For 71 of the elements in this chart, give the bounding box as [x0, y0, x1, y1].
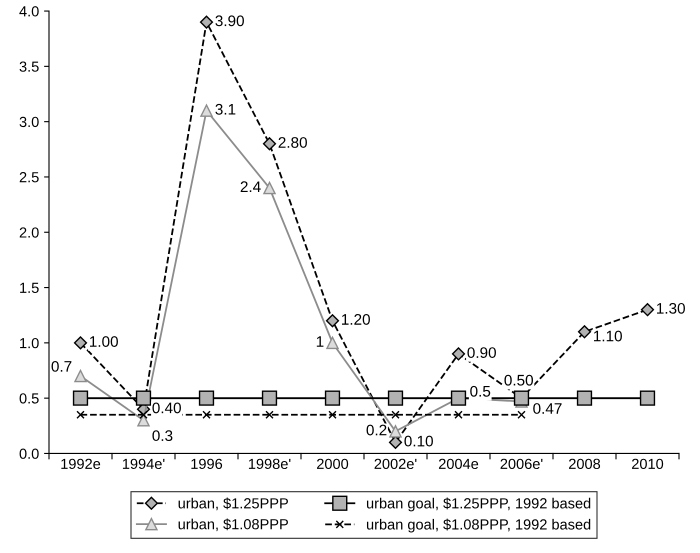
point	[576, 390, 592, 406]
point	[139, 410, 148, 419]
point	[326, 336, 339, 350]
x-tick-label: 1996	[191, 458, 222, 470]
data-label: 0.5	[470, 386, 490, 397]
point	[72, 390, 88, 406]
data-label: 1.20	[342, 314, 370, 325]
point	[388, 390, 404, 406]
x-tick-label: 2010	[632, 458, 664, 470]
data-label: 3.90	[215, 15, 244, 26]
point	[265, 410, 274, 419]
data-label: 3.1	[215, 104, 236, 115]
data-label: 2.80	[278, 137, 307, 148]
point	[262, 390, 278, 406]
data-label: 0.50	[504, 374, 533, 386]
point	[389, 425, 402, 438]
x-tick-label: 2006e'	[500, 458, 542, 470]
point	[262, 137, 276, 150]
point	[200, 104, 213, 117]
point	[640, 390, 656, 406]
point	[391, 410, 400, 419]
point	[74, 336, 88, 350]
x-tick-label: 2008	[569, 458, 600, 470]
point	[388, 436, 402, 449]
x-tick-label: 1994e'	[122, 458, 164, 470]
x-tick-label: 1998e'	[248, 458, 290, 470]
data-label: 0.3	[152, 430, 172, 442]
x-tick-label: 2002e'	[374, 458, 416, 470]
point	[578, 325, 592, 338]
x-tick-label: 2000	[317, 458, 348, 470]
data-label: 1.00	[90, 336, 118, 347]
data-label: 2.4	[240, 181, 261, 192]
point	[640, 303, 654, 316]
data-label: 0.40	[152, 402, 181, 414]
legend-label: urban goal, $1.25PPP, 1992 based	[366, 498, 590, 512]
y-tick-label: 0.5	[20, 393, 39, 404]
data-label: 1	[316, 336, 324, 347]
y-tick-label: 2.0	[20, 227, 39, 238]
point	[136, 390, 152, 406]
point	[454, 410, 463, 419]
y-tick-label: 1.5	[20, 282, 39, 293]
point	[324, 390, 340, 406]
legend-label: urban goal, $1.08PPP, 1992 based	[366, 518, 590, 532]
point	[326, 314, 340, 328]
point	[137, 414, 150, 427]
data-label: 0.2	[366, 424, 386, 436]
legend-label: urban, $1.08PPP	[178, 518, 288, 532]
y-tick-label: 2.5	[20, 172, 39, 182]
point	[452, 347, 466, 361]
data-label: 1.30	[657, 302, 685, 314]
point	[200, 16, 214, 29]
x-tick-label: 1992e	[61, 458, 100, 470]
y-tick-label: 0.0	[20, 448, 39, 459]
y-tick-label: 1.0	[20, 338, 39, 348]
point	[76, 410, 85, 419]
y-tick-label: 3.0	[20, 116, 39, 128]
y-tick-label: 4.0	[19, 6, 39, 16]
point	[74, 370, 87, 382]
data-label: 0.10	[404, 436, 433, 446]
x-tick-label: 2004e	[438, 458, 478, 470]
data-label: 0.47	[533, 403, 562, 414]
y-tick-label: 3.5	[20, 61, 39, 72]
data-label: 0.7	[52, 360, 72, 372]
data-label: 1.10	[594, 330, 622, 342]
point	[328, 410, 337, 419]
point	[202, 410, 211, 419]
point	[263, 182, 276, 194]
point	[198, 390, 214, 406]
legend-label: urban, $1.25PPP	[178, 498, 288, 510]
point	[517, 410, 526, 419]
data-label: 0.90	[467, 347, 496, 358]
